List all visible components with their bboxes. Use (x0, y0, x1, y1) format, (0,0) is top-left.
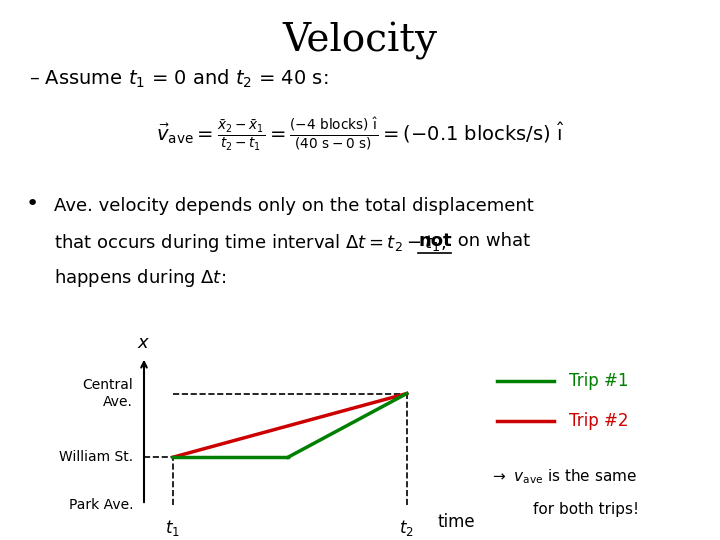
Text: $t_1$: $t_1$ (166, 518, 180, 538)
Text: $\rightarrow$ $v_{\rm ave}$ is the same: $\rightarrow$ $v_{\rm ave}$ is the same (490, 467, 636, 486)
Text: $\vec{v}_{\rm ave} = \frac{\bar{x}_2 - \bar{x}_1}{t_2 - t_1} = \frac{(-4\ \rm bl: $\vec{v}_{\rm ave} = \frac{\bar{x}_2 - \… (156, 116, 564, 153)
Text: Park Ave.: Park Ave. (68, 498, 133, 512)
Text: Ave. velocity depends only on the total displacement: Ave. velocity depends only on the total … (54, 197, 534, 215)
Text: on what: on what (452, 232, 531, 250)
Text: Central
Ave.: Central Ave. (83, 379, 133, 409)
Text: $x$: $x$ (138, 334, 150, 352)
Text: Trip #2: Trip #2 (569, 412, 629, 430)
Text: for both trips!: for both trips! (533, 502, 639, 517)
Text: Velocity: Velocity (282, 22, 438, 59)
Text: $t_2$: $t_2$ (400, 518, 414, 538)
Text: William St.: William St. (59, 450, 133, 464)
Text: happens during $\Delta t$:: happens during $\Delta t$: (54, 267, 226, 289)
Text: not: not (418, 232, 452, 250)
Text: that occurs during time interval $\Delta t = t_2 - t_1$,: that occurs during time interval $\Delta… (54, 232, 448, 254)
Text: •: • (25, 194, 38, 214)
Text: Trip #1: Trip #1 (569, 372, 629, 390)
Text: time: time (438, 513, 475, 531)
Text: – Assume $t_1$ = 0 and $t_2$ = 40 s:: – Assume $t_1$ = 0 and $t_2$ = 40 s: (29, 68, 328, 90)
